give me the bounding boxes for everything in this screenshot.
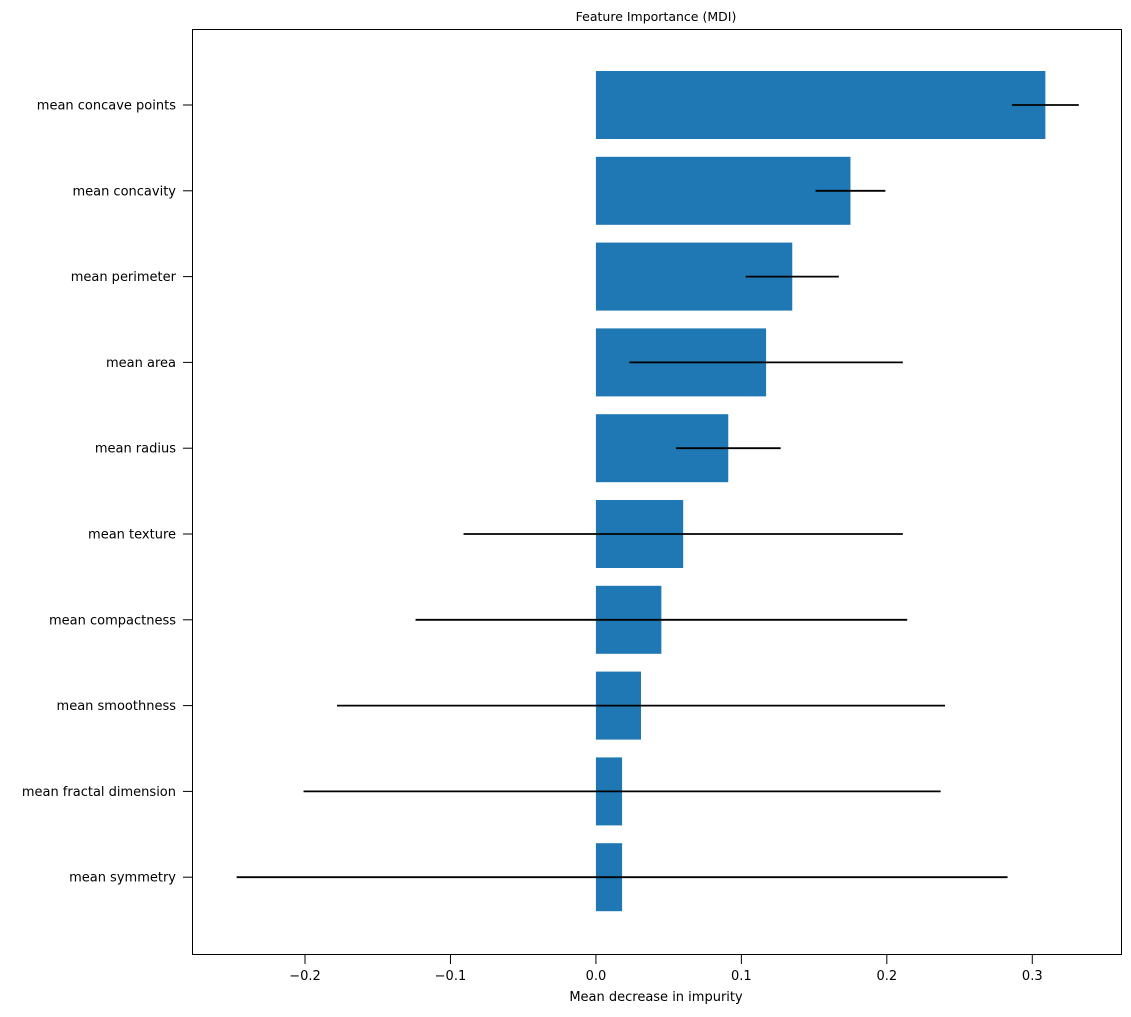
x-tick-label: 0.3 (1022, 969, 1043, 984)
y-tick-label: mean compactness (49, 613, 176, 628)
plot-frame (192, 29, 1122, 955)
x-axis-label: Mean decrease in impurity (569, 990, 743, 1005)
chart-title: Feature Importance (MDI) (576, 9, 737, 24)
y-tick-label: mean area (106, 356, 176, 371)
x-tick-label: 0.0 (586, 969, 607, 984)
y-tick-label: mean symmetry (69, 871, 176, 886)
x-tick-label: 0.1 (731, 969, 752, 984)
x-tick-label: −0.2 (289, 969, 321, 984)
bar (595, 156, 851, 225)
bars-layer (595, 71, 1046, 912)
y-tick-label: mean perimeter (71, 270, 177, 285)
y-tick-label: mean texture (88, 528, 176, 543)
y-tick-label: mean concave points (37, 99, 176, 114)
y-tick-label: mean smoothness (57, 699, 177, 714)
x-tick-label: −0.1 (435, 969, 467, 984)
y-tick-label: mean radius (95, 442, 176, 457)
x-axis: −0.2 −0.1 0.0 0.1 0.2 0.3 (289, 954, 1043, 984)
bar (595, 71, 1046, 139)
y-tick-label: mean fractal dimension (22, 785, 176, 800)
y-tick-label: mean concavity (72, 184, 176, 199)
x-tick-label: 0.2 (876, 969, 897, 984)
error-bars-layer (236, 104, 1079, 879)
y-axis: mean concave points mean concavity mean pe… (22, 99, 193, 886)
